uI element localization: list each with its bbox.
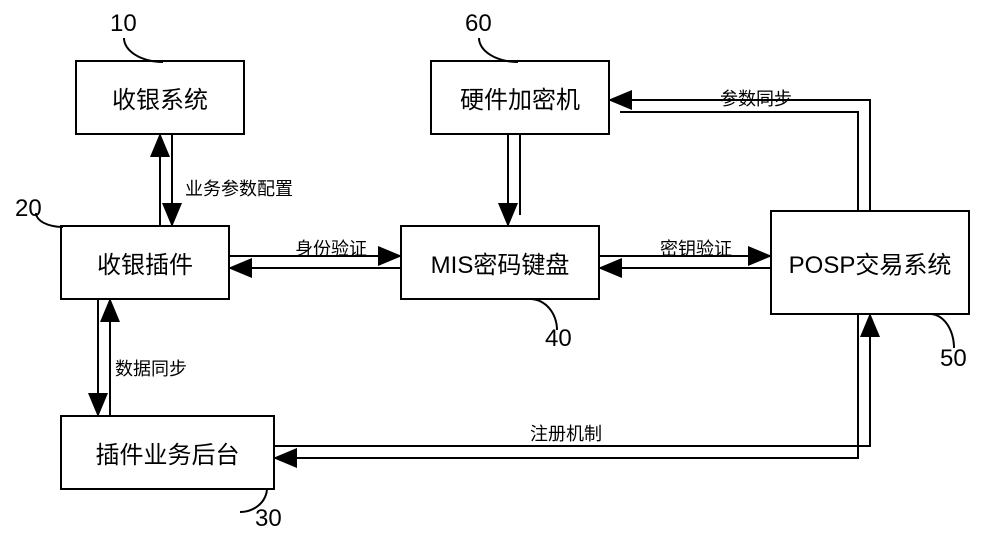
- edge-label-paramsync: 参数同步: [720, 85, 792, 111]
- node-cashier-system: 收银系统: [75, 60, 245, 135]
- ref-label-30: 30: [255, 505, 282, 533]
- ref-label-40: 40: [545, 325, 572, 353]
- leader-20: [35, 213, 63, 228]
- node-label: 收银插件: [97, 245, 193, 280]
- edge-label-register: 注册机制: [530, 420, 602, 446]
- node-cashier-plugin: 收银插件: [60, 225, 230, 300]
- ref-label-50: 50: [940, 345, 967, 373]
- leader-50: [930, 313, 955, 348]
- node-label: 插件业务后台: [96, 435, 240, 470]
- node-plugin-backend: 插件业务后台: [60, 415, 275, 490]
- edge-label-biz-param: 业务参数配置: [185, 175, 293, 201]
- ref-label-60: 60: [465, 10, 492, 38]
- node-posp-system: POSP交易系统: [770, 210, 970, 315]
- node-label: 收银系统: [112, 80, 208, 115]
- leader-40: [530, 298, 558, 330]
- node-hw-encryptor: 硬件加密机: [430, 60, 610, 135]
- edge-label-datasync: 数据同步: [115, 355, 187, 381]
- node-label: POSP交易系统: [789, 245, 952, 280]
- ref-label-10: 10: [110, 10, 137, 38]
- edge-label-identity: 身份验证: [295, 235, 367, 261]
- node-label: MIS密码键盘: [431, 245, 570, 280]
- node-label: 硬件加密机: [460, 80, 580, 115]
- node-mis-keypad: MIS密码键盘: [400, 225, 600, 300]
- edge-label-key: 密钥验证: [660, 235, 732, 261]
